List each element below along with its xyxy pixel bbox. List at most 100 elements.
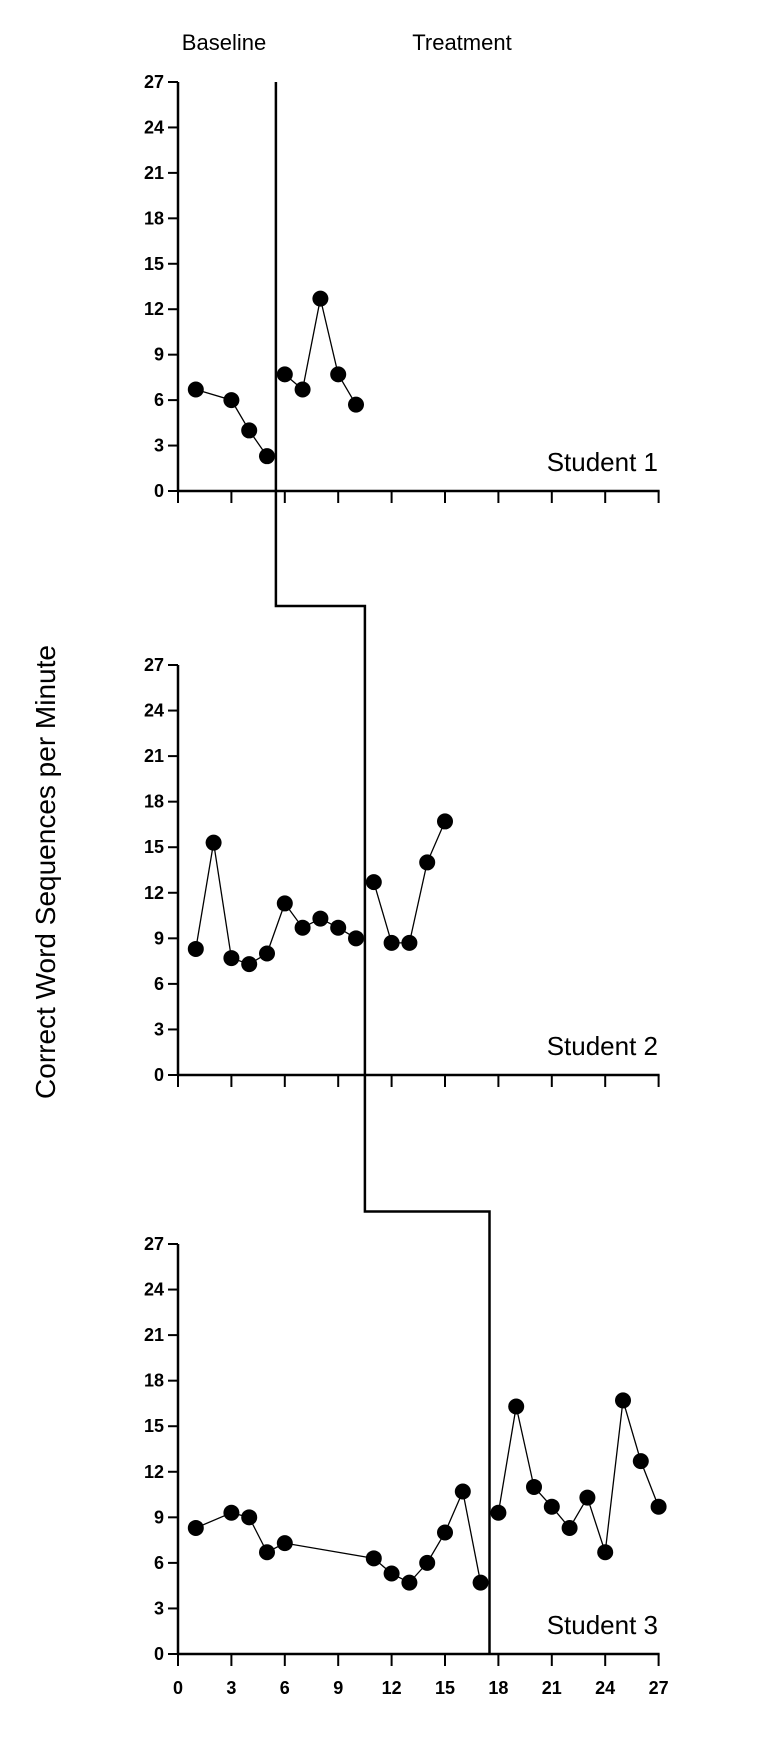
data-point xyxy=(259,448,275,465)
panel-2: 0 3 6 9 12 15 18 21 24 27 Student 2 xyxy=(144,655,660,1087)
series-line-baseline xyxy=(195,388,268,457)
data-point xyxy=(241,422,258,439)
panel-label: Student 2 xyxy=(547,1031,658,1061)
data-point xyxy=(312,910,329,927)
y-tick-label: 15 xyxy=(144,837,164,857)
series-line-baseline xyxy=(195,1489,482,1584)
y-tick-label: 9 xyxy=(154,928,164,948)
y-tick-label: 12 xyxy=(144,299,164,319)
data-point xyxy=(241,1509,258,1526)
data-point xyxy=(223,1504,240,1521)
data-point xyxy=(383,934,400,951)
y-tick-label: 3 xyxy=(154,436,164,456)
x-tick-label: 3 xyxy=(226,1678,236,1698)
panels: 0 3 6 9 12 15 18 21 24 27 Student 1 0 3 6 9 12 15 18 21 24 2… xyxy=(144,72,669,1698)
data-point xyxy=(348,396,364,413)
y-tick-label: 27 xyxy=(144,655,164,675)
data-point xyxy=(401,934,418,951)
data-point xyxy=(419,854,436,871)
y-tick-label: 21 xyxy=(144,1325,164,1345)
phase-change-line xyxy=(274,82,491,1655)
y-tick-label: 9 xyxy=(154,345,164,365)
data-point xyxy=(615,1392,631,1409)
data-point xyxy=(561,1519,578,1536)
y-tick-label: 21 xyxy=(144,746,164,766)
y-tick-label: 0 xyxy=(154,1644,164,1664)
y-tick-label: 12 xyxy=(144,883,164,903)
phase-label-baseline: Baseline xyxy=(182,30,266,55)
series-line-treatment xyxy=(497,1400,660,1553)
panel-3: 0 3 6 9 12 15 18 21 24 27 0 3 6 9 12 15 18 21 24 27 Student … xyxy=(144,1234,669,1698)
phase-change-lines xyxy=(274,82,491,1655)
panel-label: Student 3 xyxy=(547,1610,658,1640)
phase-label-treatment: Treatment xyxy=(412,30,511,55)
panel-1: 0 3 6 9 12 15 18 21 24 27 Student 1 xyxy=(144,72,660,503)
data-point xyxy=(543,1498,560,1515)
y-tick-label: 24 xyxy=(144,1280,164,1300)
data-point xyxy=(294,381,311,398)
x-tick-label: 27 xyxy=(649,1678,669,1698)
y-tick-label: 18 xyxy=(144,792,164,812)
data-point xyxy=(401,1574,418,1591)
data-point xyxy=(632,1453,649,1470)
data-point xyxy=(241,956,258,973)
series-line-treatment xyxy=(373,821,446,944)
y-tick-label: 12 xyxy=(144,1462,164,1482)
x-tick-label: 15 xyxy=(435,1678,455,1698)
y-tick-label: 18 xyxy=(144,208,164,228)
data-point xyxy=(454,1483,471,1500)
y-tick-label: 27 xyxy=(144,1234,164,1254)
data-point xyxy=(365,1550,382,1567)
x-tick-label: 6 xyxy=(280,1678,290,1698)
data-point xyxy=(437,1524,453,1541)
data-point xyxy=(330,366,347,383)
data-point xyxy=(348,930,364,947)
data-point xyxy=(650,1498,667,1515)
y-tick-label: 3 xyxy=(154,1598,164,1618)
data-point xyxy=(259,945,275,962)
y-tick-label: 15 xyxy=(144,1416,164,1436)
y-tick-label: 24 xyxy=(144,701,164,721)
data-point xyxy=(437,813,453,830)
data-point xyxy=(312,290,329,307)
y-tick-label: 24 xyxy=(144,117,164,137)
data-point xyxy=(419,1554,436,1571)
data-point xyxy=(383,1565,400,1582)
panel-label: Student 1 xyxy=(547,447,658,477)
x-tick-label: 12 xyxy=(382,1678,402,1698)
data-point xyxy=(490,1504,507,1521)
data-point xyxy=(187,940,204,957)
data-point xyxy=(526,1478,542,1495)
data-point xyxy=(223,392,240,409)
data-point xyxy=(294,919,311,936)
y-tick-label: 27 xyxy=(144,72,164,92)
series-line-baseline xyxy=(195,842,357,965)
y-axis-label: Correct Word Sequences per Minute xyxy=(30,645,61,1099)
x-tick-label: 9 xyxy=(333,1678,343,1698)
y-tick-label: 0 xyxy=(154,481,164,501)
data-point xyxy=(330,919,347,936)
data-point xyxy=(276,366,293,383)
y-tick-label: 6 xyxy=(154,974,164,994)
data-point xyxy=(223,950,240,967)
x-tick-label: 21 xyxy=(542,1678,562,1698)
data-point xyxy=(276,895,293,912)
y-tick-label: 9 xyxy=(154,1507,164,1527)
x-tick-label: 24 xyxy=(595,1678,615,1698)
y-tick-label: 6 xyxy=(154,1553,164,1573)
y-tick-label: 15 xyxy=(144,254,164,274)
x-tick-label: 18 xyxy=(488,1678,508,1698)
y-tick-label: 0 xyxy=(154,1065,164,1085)
data-point xyxy=(365,874,382,891)
data-point xyxy=(187,1519,204,1536)
data-point xyxy=(597,1544,614,1561)
x-tick-label: 0 xyxy=(173,1678,183,1698)
data-point xyxy=(579,1489,596,1506)
y-tick-label: 3 xyxy=(154,1019,164,1039)
y-tick-label: 6 xyxy=(154,390,164,410)
data-point xyxy=(508,1398,525,1415)
data-point xyxy=(205,834,222,851)
y-tick-label: 21 xyxy=(144,163,164,183)
data-point xyxy=(259,1544,275,1561)
